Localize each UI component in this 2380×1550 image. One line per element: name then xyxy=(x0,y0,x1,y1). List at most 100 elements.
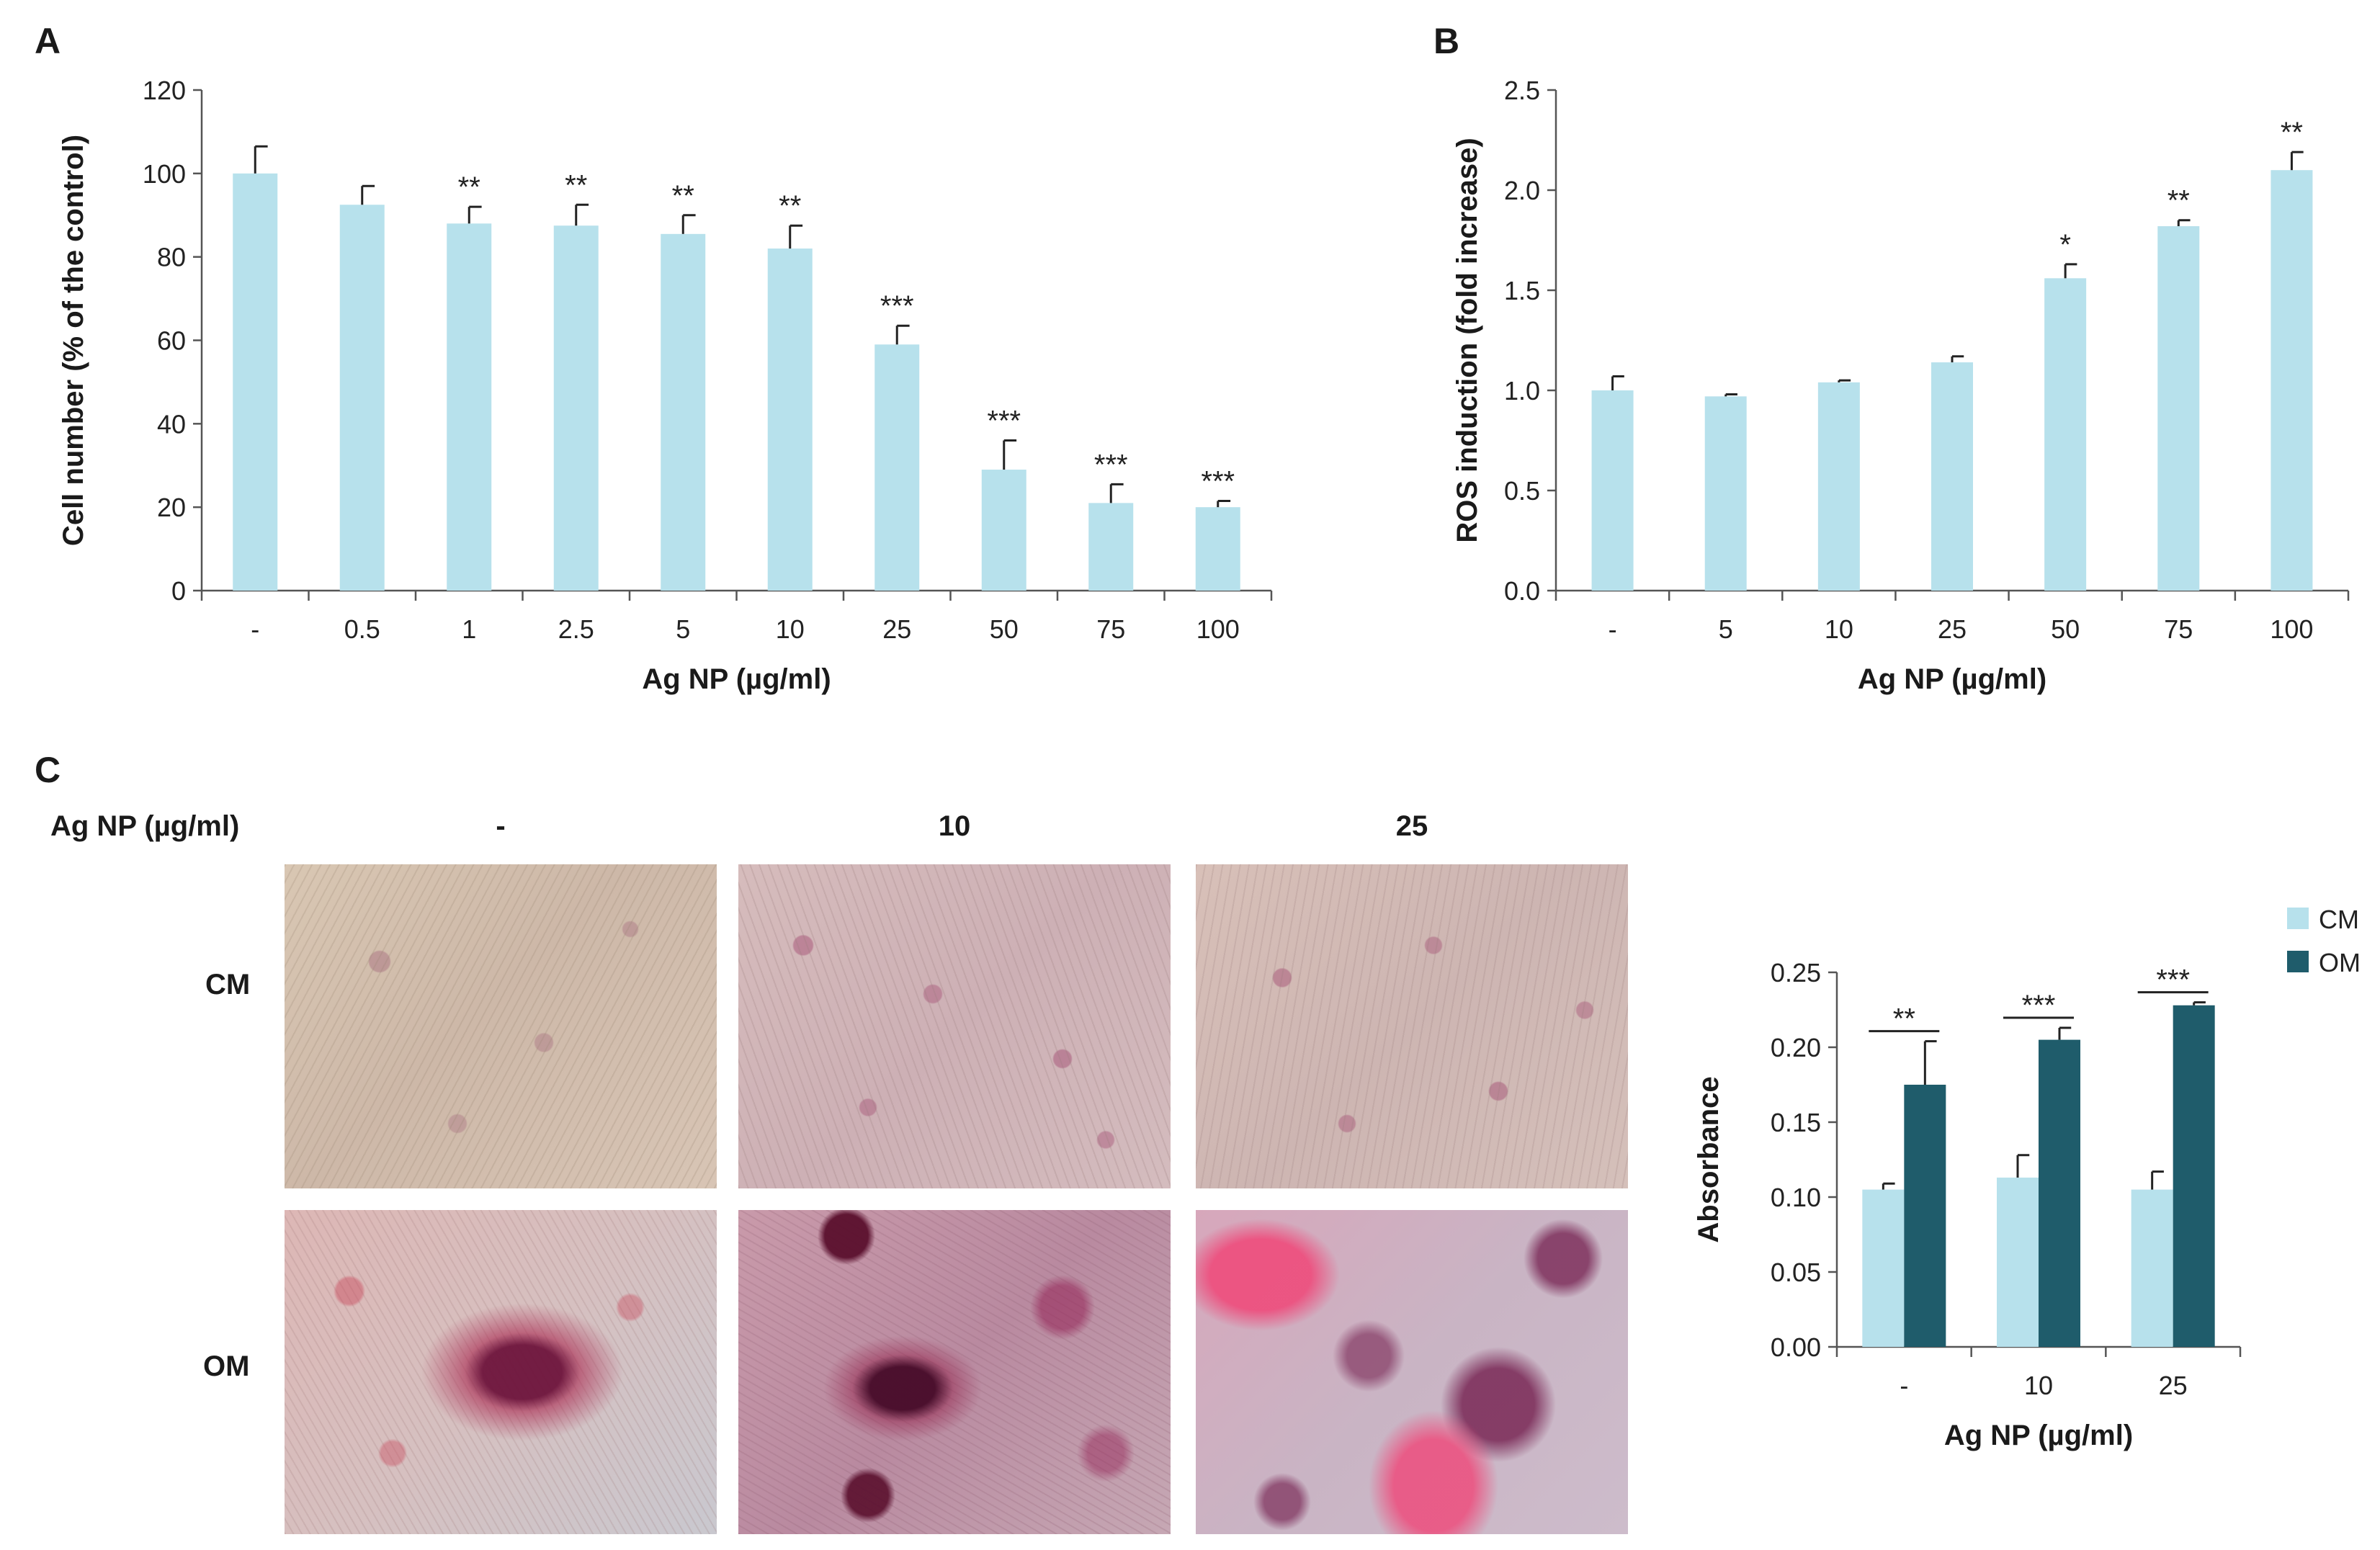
micrograph-cm-control xyxy=(285,864,717,1188)
bar xyxy=(233,173,278,591)
legend-swatch xyxy=(2287,951,2309,972)
panel-label-c: C xyxy=(35,750,61,790)
bar xyxy=(1931,362,1973,591)
significance-marker: *** xyxy=(1094,449,1128,480)
x-tick-label: 75 xyxy=(2164,614,2193,644)
y-tick-label: 0.0 xyxy=(1504,576,1540,606)
y-tick-label: 120 xyxy=(143,76,186,105)
x-tick-label: 75 xyxy=(1096,614,1125,644)
y-tick-label: 1.0 xyxy=(1504,376,1540,406)
y-tick-label: 0.10 xyxy=(1771,1183,1821,1212)
x-tick-label: 2.5 xyxy=(558,614,594,644)
y-tick-label: 2.5 xyxy=(1504,76,1540,105)
bar xyxy=(1817,382,1860,591)
y-tick-label: 60 xyxy=(157,326,186,356)
x-tick-label: 25 xyxy=(2159,1371,2188,1400)
y-tick-label: 20 xyxy=(157,493,186,522)
y-tick-label: 0.05 xyxy=(1771,1258,1821,1287)
bar xyxy=(981,470,1026,591)
x-tick-label: 0.5 xyxy=(344,614,380,644)
y-tick-label: 2.0 xyxy=(1504,176,1540,205)
y-axis-label: Absorbance xyxy=(1693,1076,1724,1242)
x-tick-label: 5 xyxy=(676,614,690,644)
y-tick-label: 0 xyxy=(171,576,186,606)
significance-marker: ** xyxy=(2168,185,2190,217)
column-label-control: - xyxy=(496,810,506,842)
legend-label: OM xyxy=(2319,948,2361,977)
bar xyxy=(2157,226,2200,591)
x-tick-label: - xyxy=(1900,1371,1908,1400)
significance-marker: ** xyxy=(2281,117,2303,148)
legend-label: CM xyxy=(2319,905,2359,934)
micrograph-om-10 xyxy=(738,1210,1171,1534)
column-label-10: 10 xyxy=(938,810,971,842)
chart-a-cell-number: 0 20 40 60 80 100 120 - 0.5 1 ** 2.5 ** 5 ** 10 ** 25 *** 5… xyxy=(58,76,1273,695)
micrograph-om-control xyxy=(285,1210,717,1534)
x-tick-label: 100 xyxy=(1196,614,1240,644)
significance-marker: ** xyxy=(458,171,480,203)
y-tick-label: 0.20 xyxy=(1771,1033,1821,1062)
x-axis-label: Ag NP (µg/ml) xyxy=(1858,663,2046,695)
bar xyxy=(553,225,599,591)
significance-marker: * xyxy=(2059,229,2071,261)
bar xyxy=(874,344,920,591)
significance-marker: *** xyxy=(880,290,914,322)
y-tick-label: 100 xyxy=(143,159,186,189)
panel-label-a: A xyxy=(35,21,61,61)
significance-marker: ** xyxy=(779,190,801,222)
y-axis-label: Cell number (% of the control) xyxy=(58,135,89,546)
bar xyxy=(1195,507,1240,591)
x-axis-label: Ag NP (µg/ml) xyxy=(1944,1420,2133,1451)
x-tick-label: - xyxy=(1609,614,1617,644)
micrograph-om-25 xyxy=(1196,1210,1628,1534)
significance-marker: *** xyxy=(987,406,1021,437)
significance-marker: *** xyxy=(2022,990,2056,1021)
column-label-25: 25 xyxy=(1395,810,1428,842)
row-label-cm: CM xyxy=(205,969,251,1000)
x-axis-label: Ag NP (µg/ml) xyxy=(642,663,831,695)
micrograph-cm-25 xyxy=(1196,864,1628,1188)
bar xyxy=(1904,1085,1946,1347)
legend-swatch xyxy=(2287,908,2309,929)
bar xyxy=(447,223,492,591)
significance-marker: *** xyxy=(2156,964,2190,996)
bar xyxy=(1088,503,1134,591)
x-tick-label: 5 xyxy=(1719,614,1733,644)
bar xyxy=(1591,390,1634,591)
significance-marker: ** xyxy=(672,180,694,212)
significance-marker: ** xyxy=(565,169,587,201)
treatment-label: Ag NP (µg/ml) xyxy=(50,810,240,842)
y-tick-label: 80 xyxy=(157,243,186,272)
bar xyxy=(661,233,706,591)
bar xyxy=(2173,1005,2215,1347)
bar xyxy=(2131,1189,2173,1347)
chart-b-ros-induction: 0.0 0.5 1.0 1.5 2.0 2.5 - 5 10 25 50 * 75 ** 100 ** Ag N… xyxy=(1451,76,2350,695)
x-tick-label: 25 xyxy=(1938,614,1967,644)
bar xyxy=(1704,396,1747,591)
x-tick-label: 50 xyxy=(2051,614,2080,644)
y-tick-label: 1.5 xyxy=(1504,276,1540,305)
row-label-om: OM xyxy=(203,1350,250,1382)
y-tick-label: 0.15 xyxy=(1771,1108,1821,1137)
x-tick-label: 1 xyxy=(462,614,476,644)
bar xyxy=(1997,1177,2039,1347)
bar xyxy=(767,248,813,591)
x-tick-label: - xyxy=(251,614,259,644)
y-tick-label: 0.25 xyxy=(1771,958,1821,987)
x-tick-label: 100 xyxy=(2270,614,2313,644)
y-tick-label: 0.00 xyxy=(1771,1332,1821,1362)
significance-marker: ** xyxy=(1893,1003,1915,1035)
bar xyxy=(1862,1189,1905,1347)
significance-marker: *** xyxy=(1201,465,1235,497)
x-tick-label: 10 xyxy=(1825,614,1853,644)
bar xyxy=(2044,278,2087,591)
x-tick-label: 10 xyxy=(776,614,805,644)
y-axis-label: ROS induction (fold increase) xyxy=(1451,138,1483,542)
bar xyxy=(2271,170,2313,591)
x-tick-label: 50 xyxy=(990,614,1019,644)
chart-c-absorbance: 0.00 0.05 0.10 0.15 0.20 0.25 - ** 10 *** 25 *** Ag … xyxy=(1693,905,2361,1451)
panel-label-b: B xyxy=(1433,21,1460,61)
bar xyxy=(339,205,385,591)
bar xyxy=(2039,1039,2080,1347)
y-tick-label: 40 xyxy=(157,409,186,439)
